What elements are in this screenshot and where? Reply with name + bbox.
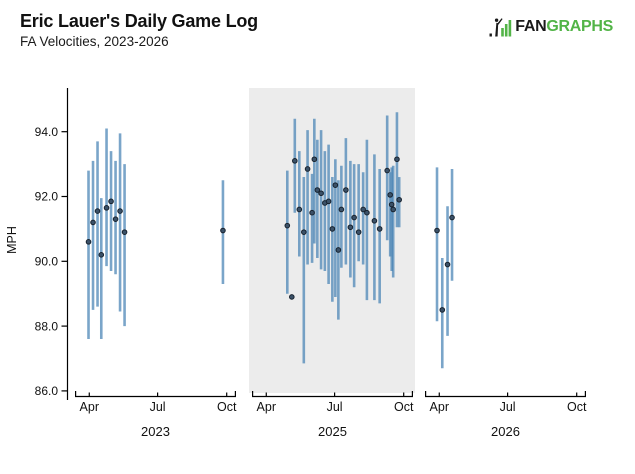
velocity-avg-dot (94, 208, 101, 214)
month-tick-label: Apr (430, 400, 449, 414)
y-axis: 86.0 88.0 90.0 92.0 94.0 MPH (5, 88, 69, 400)
velocity-avg-dot (355, 229, 362, 235)
year-label: 2023 (141, 424, 170, 439)
velocity-avg-dot (325, 198, 332, 205)
velocity-avg-dot (117, 208, 123, 214)
velocity-avg-dot (108, 198, 114, 205)
velocity-avg-dot (449, 214, 455, 221)
velocity-avg-dot (338, 206, 345, 213)
month-tick-label: Oct (217, 400, 237, 414)
velocity-avg-dot (347, 224, 354, 231)
velocity-avg-dot (296, 206, 303, 213)
velocity-avg-dot (284, 222, 291, 229)
velocity-avg-dot (314, 187, 321, 193)
velocity-avg-dot (335, 247, 342, 253)
velocity-avg-dot (304, 166, 311, 172)
velocity-avg-dot (98, 252, 105, 258)
logo-text-graphs: GRAPHS (546, 18, 613, 35)
velocity-avg-dot (292, 158, 298, 164)
velocity-avg-dot (396, 196, 402, 203)
velocity-avg-dot (394, 156, 400, 163)
fangraphs-logo[interactable]: FANGRAPHS (489, 17, 613, 37)
fangraphs-logo-icon (489, 18, 512, 37)
panel-2025: Apr Jul Oct 2025 (252, 112, 414, 439)
velocity-avg-dot (360, 206, 366, 213)
chart-header: Eric Lauer's Daily Game Log FA Velocitie… (20, 10, 258, 49)
velocity-avg-dot (387, 192, 393, 198)
month-tick-label: Oct (394, 400, 414, 414)
velocity-avg-dot (85, 239, 92, 245)
logo-text: FANGRAPHS (515, 18, 613, 36)
velocity-avg-dot (220, 227, 226, 234)
velocity-avg-dot (112, 216, 119, 222)
y-tick-label: 86.0 (35, 384, 59, 398)
month-tick-label: Jul (500, 400, 516, 414)
velocity-avg-dot (376, 226, 383, 232)
month-tick-label: Jul (327, 400, 343, 414)
velocity-avg-dot (309, 209, 315, 216)
velocity-avg-dot (439, 307, 446, 313)
month-tick-label: Jul (150, 400, 166, 414)
logo-text-fan: FAN (515, 18, 547, 35)
y-tick-label: 92.0 (35, 190, 59, 204)
velocity-avg-dot (90, 219, 96, 226)
velocity-avg-dot (371, 218, 378, 224)
velocity-avg-dot (384, 167, 390, 174)
velocity-avg-dot (364, 209, 370, 216)
panel-2026: Apr Jul Oct 2026 (425, 167, 587, 439)
velocity-avg-dot (444, 261, 451, 268)
velocity-avg-dot (351, 214, 357, 221)
velocity-avg-dot (289, 294, 295, 300)
y-axis-title: MPH (5, 226, 19, 254)
velocity-avg-dot (390, 206, 396, 213)
velocity-avg-dot (103, 205, 110, 211)
year-label: 2026 (491, 424, 520, 439)
month-tick-label: Apr (257, 400, 276, 414)
velocity-avg-dot (388, 201, 395, 208)
velocity-avg-dot (434, 227, 440, 234)
velocity-avg-dot (332, 182, 339, 188)
month-tick-label: Apr (80, 400, 99, 414)
y-tick-label: 90.0 (35, 255, 59, 269)
velocity-avg-dot (343, 187, 349, 193)
y-tick-label: 88.0 (35, 319, 59, 333)
y-tick-label: 94.0 (35, 125, 59, 139)
velocity-avg-dot (329, 226, 336, 232)
month-tick-label: Oct (567, 400, 587, 414)
panel-2023: Apr Jul Oct 2023 (74, 128, 237, 439)
velocity-avg-dot (301, 229, 307, 235)
page-subtitle: FA Velocities, 2023-2026 (20, 34, 169, 49)
page-title: Eric Lauer's Daily Game Log (20, 11, 258, 31)
velocity-avg-dot (318, 190, 324, 197)
velocity-avg-dot (121, 229, 128, 235)
velocity-avg-dot (311, 156, 318, 163)
year-label: 2025 (318, 424, 347, 439)
